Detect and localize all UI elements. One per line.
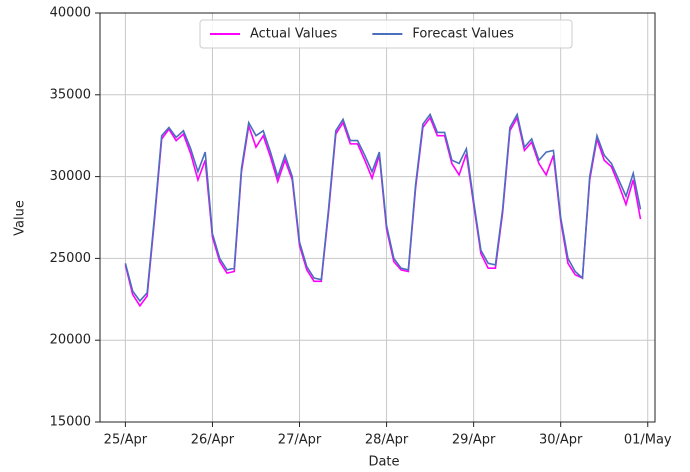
x-tick-label: 26/Apr — [191, 433, 235, 448]
plot-frame — [99, 12, 656, 423]
y-tick-label: 20000 — [50, 333, 91, 348]
y-tick-label: 15000 — [50, 415, 91, 430]
x-tick-label: 25/Apr — [104, 433, 148, 448]
x-axis-label: Date — [368, 455, 399, 470]
x-tick-label: 29/Apr — [452, 433, 496, 448]
x-tick-label: 01/May — [624, 433, 672, 448]
series-line — [124, 115, 642, 308]
x-tick-label: 27/Apr — [278, 433, 322, 448]
x-tick-label: 30/Apr — [539, 433, 583, 448]
legend: Actual Values Forecast Values — [199, 19, 573, 49]
y-tick-label: 25000 — [50, 251, 91, 266]
y-tick-label: 30000 — [50, 169, 91, 184]
y-axis-label: Value — [13, 200, 28, 236]
legend-label: Actual Values — [250, 27, 338, 42]
x-tick-label: 28/Apr — [365, 433, 409, 448]
y-tick-label: 40000 — [50, 6, 91, 21]
y-tick-label: 35000 — [50, 87, 91, 102]
series-line — [124, 112, 642, 303]
legend-label: Forecast Values — [412, 27, 514, 42]
